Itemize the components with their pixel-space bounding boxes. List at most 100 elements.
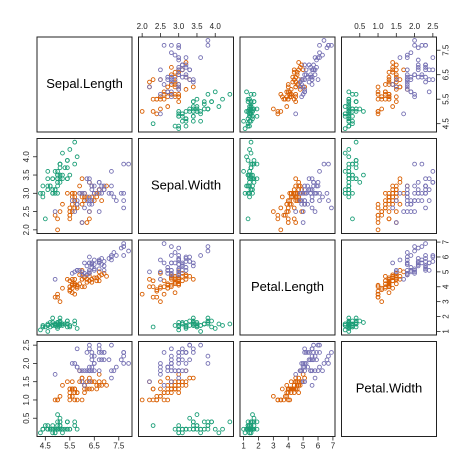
point [179,262,185,267]
point [99,256,104,261]
point [65,176,70,182]
point [247,179,252,185]
point [350,113,355,119]
point [179,62,185,68]
point [84,279,90,285]
point [415,187,421,193]
x-tick-label: 3 [271,442,276,451]
point [94,278,100,284]
point [57,299,63,304]
point [309,67,315,73]
point [297,368,303,374]
point [423,256,428,261]
point [404,250,410,255]
point [408,253,414,258]
point [99,357,104,363]
point [404,272,410,278]
point [169,272,174,278]
point [187,323,193,328]
point [288,386,294,392]
point [227,321,233,327]
point [300,67,306,73]
point [291,69,297,75]
point [172,279,178,285]
point [382,273,388,279]
point [89,260,95,266]
point [67,205,73,211]
point [393,62,399,68]
point [290,386,296,392]
point [158,111,163,117]
point [91,183,97,189]
point [281,397,287,403]
point [60,430,65,436]
point [382,190,388,196]
point [309,198,315,203]
point [96,190,102,196]
point [190,276,196,282]
point [55,320,60,325]
point [317,342,322,348]
point [79,368,85,374]
point [423,268,428,273]
point [404,84,410,90]
point [57,176,63,182]
point [87,364,92,370]
point [309,382,315,388]
point [176,253,182,258]
point [176,390,182,396]
point [415,65,421,70]
point [47,183,53,189]
point [176,57,182,63]
point [302,87,307,92]
point [393,79,399,85]
point [69,361,75,366]
point [169,353,174,359]
point [379,106,385,112]
point [393,187,399,193]
point [287,198,293,203]
point [317,350,322,355]
point [121,361,127,366]
point [45,176,51,182]
point [430,254,436,260]
point [55,172,60,178]
point [65,426,70,432]
point [158,257,163,263]
point [306,176,312,182]
point [346,154,352,160]
x-tick-label: 6 [316,442,321,451]
point [241,426,246,432]
point [47,320,53,325]
point [82,382,87,388]
point [72,281,78,287]
point [72,423,78,428]
point [290,194,296,200]
point [244,109,249,114]
point [317,169,322,174]
point [293,372,299,377]
point [139,291,145,297]
point [250,426,255,432]
point [99,382,104,388]
point [326,161,331,167]
y-tick-label: 7 [442,239,451,244]
point [169,282,174,288]
point [205,91,211,97]
point [382,82,388,87]
point [397,257,403,263]
point [423,263,428,269]
point [183,65,189,70]
point [205,361,211,366]
point [404,52,410,58]
point [109,375,114,381]
point [158,299,163,304]
point [397,190,403,196]
point [45,183,51,189]
point [281,212,287,218]
y-tick-label: 3.0 [22,187,31,199]
point [165,84,171,90]
point [220,96,225,102]
point [382,89,388,95]
point [179,111,185,117]
